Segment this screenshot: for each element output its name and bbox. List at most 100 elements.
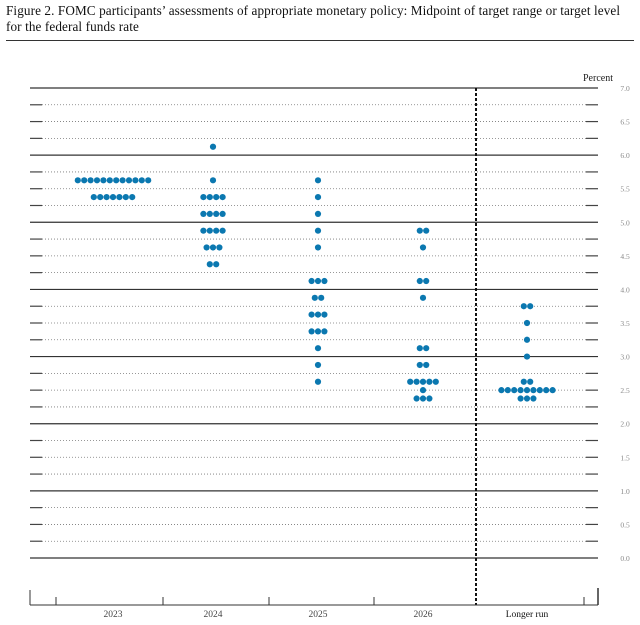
dot-2023 [109, 194, 117, 201]
y-tick-label: 6.0 [620, 151, 630, 160]
dot-2023 [97, 194, 104, 201]
dot-2023 [145, 177, 152, 184]
dot-2024 [219, 210, 226, 217]
dot-2026 [432, 378, 439, 385]
dot-2023 [122, 194, 129, 201]
dot-2026 [423, 277, 430, 285]
dot-longer-run [517, 395, 524, 402]
dot-2023 [100, 177, 107, 184]
dot-2024 [219, 227, 226, 234]
dot-longer-run [523, 336, 531, 343]
y-tick-label: 2.0 [620, 420, 630, 429]
x-tick-label: 2024 [204, 610, 223, 620]
x-tick-label: Longer run [506, 610, 549, 620]
dot-2026 [426, 378, 433, 385]
dot-2025 [318, 294, 325, 301]
dot-2026 [416, 345, 423, 352]
dot-2023 [129, 194, 136, 201]
dot-2024 [213, 194, 220, 201]
dot-2026 [419, 294, 427, 301]
dot-2025 [314, 361, 322, 369]
dot-2025 [321, 311, 328, 318]
dot-longer-run [543, 387, 550, 394]
dot-2025 [314, 345, 322, 352]
dot-2023 [116, 194, 123, 201]
dot-2025 [311, 294, 318, 301]
dot-2024 [213, 210, 220, 217]
dot-2024 [209, 244, 217, 251]
chart-title: Figure 2. FOMC participants’ assessments… [6, 3, 621, 34]
y-tick-label: 4.0 [620, 285, 630, 294]
dot-2026 [416, 227, 423, 234]
dot-longer-run [523, 395, 531, 402]
y-tick-label: 3.0 [620, 353, 630, 362]
x-tick-label: 2023 [104, 610, 123, 620]
dot-2024 [209, 177, 217, 184]
dot-2026 [416, 277, 423, 285]
dot-2023 [74, 177, 81, 184]
y-tick-label: 1.5 [620, 453, 630, 462]
dot-2023 [103, 194, 110, 201]
dot-2025 [314, 378, 322, 385]
y-tick-label: 3.5 [620, 319, 630, 328]
dot-2025 [308, 277, 315, 285]
dot-2024 [219, 194, 226, 201]
dot-2023 [87, 177, 94, 184]
y-tick-label: 7.0 [620, 84, 630, 93]
dot-2026 [416, 361, 423, 369]
dot-2025 [314, 227, 322, 234]
dot-2024 [200, 194, 207, 201]
dot-2024 [216, 244, 223, 251]
y-axis-label: Percent [583, 73, 613, 84]
dot-2025 [314, 210, 322, 217]
dot-2025 [308, 328, 315, 335]
dot-2023 [113, 177, 120, 184]
dot-2025 [314, 277, 322, 285]
dot-longer-run [527, 378, 534, 385]
x-tick-label: 2025 [309, 610, 328, 620]
dot-2026 [419, 395, 427, 402]
dot-2026 [413, 395, 420, 402]
dot-longer-run [517, 387, 524, 394]
dot-longer-run [530, 395, 537, 402]
dot-2025 [314, 244, 322, 251]
dot-2026 [423, 227, 430, 234]
dot-2024 [206, 227, 213, 234]
y-tick-label: 5.5 [620, 185, 630, 194]
dot-longer-run [523, 387, 531, 394]
dot-longer-run [504, 387, 511, 394]
dot-longer-run [520, 378, 527, 385]
dot-longer-run [530, 387, 537, 394]
y-tick-label: 4.5 [620, 252, 630, 261]
dot-longer-run [536, 387, 543, 394]
dot-2025 [314, 311, 322, 318]
dot-2024 [206, 261, 213, 268]
dot-2024 [200, 210, 207, 217]
dot-2026 [419, 244, 427, 251]
dot-2025 [314, 328, 322, 335]
dot-2026 [419, 378, 427, 385]
dot-longer-run [523, 319, 531, 327]
dot-2023 [138, 177, 145, 184]
dot-2026 [423, 361, 430, 369]
dot-2023 [93, 177, 101, 184]
dot-2026 [426, 395, 433, 402]
dot-2025 [314, 177, 322, 184]
dot-longer-run [523, 353, 531, 360]
dot-2025 [321, 328, 328, 335]
dot-2024 [206, 194, 213, 201]
dot-2024 [213, 261, 220, 268]
dot-2024 [213, 227, 220, 234]
dot-longer-run [527, 303, 534, 310]
dot-longer-run [520, 303, 527, 310]
dot-2023 [81, 177, 88, 184]
dot-2023 [132, 177, 139, 184]
dot-2025 [314, 194, 322, 201]
y-tick-label: 0.5 [620, 520, 630, 529]
y-tick-label: 5.0 [620, 218, 630, 227]
y-tick-label: 2.5 [620, 386, 630, 395]
dot-2026 [423, 345, 430, 352]
dot-longer-run [498, 387, 505, 394]
dot-2023 [106, 177, 113, 184]
